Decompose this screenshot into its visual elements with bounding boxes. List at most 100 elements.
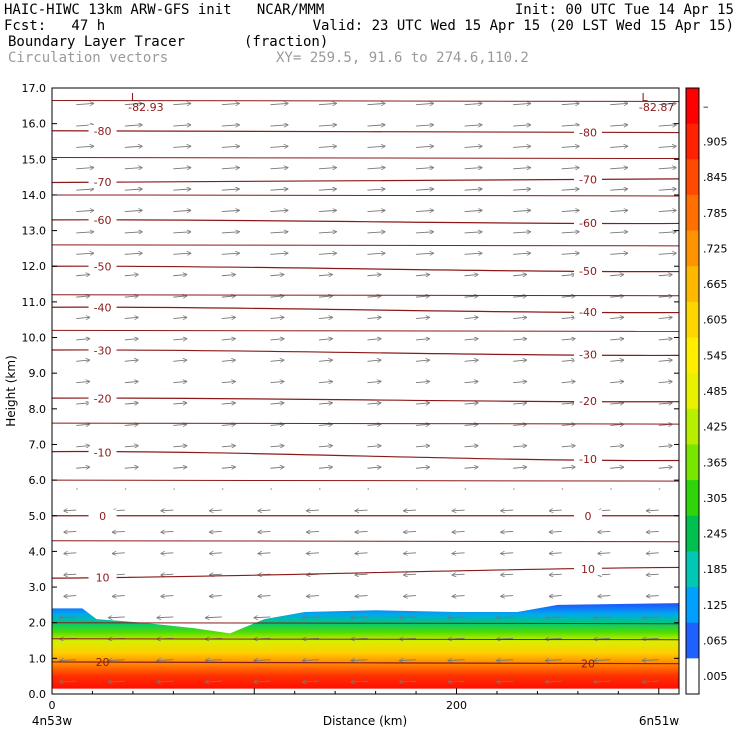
- wind-vector: [76, 381, 89, 382]
- isotherm-label: 20: [581, 657, 595, 670]
- colorbar-label: .005: [703, 670, 728, 683]
- isotherm-label-bg: [573, 509, 602, 522]
- contour-line: [51, 294, 680, 297]
- wind-vector: [352, 617, 368, 618]
- wind-vector: [318, 317, 332, 318]
- wind-vector: [109, 617, 125, 618]
- wind-vector: [352, 681, 368, 682]
- wind-vector: [318, 253, 336, 254]
- wind-vector: [221, 146, 239, 147]
- field-name: Boundary Layer Tracer (fraction): [8, 34, 329, 50]
- wind-vector: [318, 103, 336, 104]
- wind-vector: [161, 596, 174, 597]
- isotherm-label-bg: [88, 260, 117, 273]
- wind-vector: [76, 210, 93, 211]
- wind-vector: [561, 125, 579, 126]
- y-tick-label: 2.0: [29, 617, 47, 630]
- wind-vector: [464, 424, 478, 425]
- wind-vector: [561, 446, 575, 447]
- wind-vector: [356, 510, 368, 511]
- wind-vector: [124, 424, 138, 425]
- wind-vector: [173, 189, 190, 190]
- wind-vector: [113, 596, 125, 597]
- wind-vector: [210, 531, 222, 532]
- wind-vector: [76, 339, 89, 340]
- wind-vector: [464, 275, 478, 276]
- wind-vector: [60, 617, 77, 618]
- minimum-value: -82.93: [128, 101, 163, 114]
- isotherm-label: -40: [94, 302, 112, 315]
- wind-vector: [658, 446, 672, 447]
- isotherm-label-bg: [88, 344, 117, 357]
- wind-vector: [124, 103, 142, 104]
- wind-vector: [561, 339, 575, 340]
- isotherm-label: -50: [94, 261, 112, 274]
- wind-vector: [270, 381, 283, 382]
- wind-vector: [270, 296, 283, 297]
- wind-vector: [658, 360, 672, 361]
- wind-vector: [367, 210, 385, 211]
- wind-vector: [561, 296, 575, 297]
- wind-vector: [658, 146, 676, 147]
- isotherm-label-bg: [573, 348, 602, 361]
- wind-vector: [206, 617, 222, 618]
- wind-vector: [206, 681, 222, 682]
- wind-vector: [124, 168, 142, 169]
- wind-vector: [610, 103, 627, 104]
- wind-vector: [173, 168, 190, 169]
- wind-vector: [497, 660, 514, 661]
- wind-vector: [76, 446, 89, 447]
- isotherm-label-bg: [573, 264, 602, 277]
- y-tick-label: 11.0: [22, 296, 47, 309]
- wind-vector: [173, 146, 190, 147]
- wind-vector: [270, 189, 287, 190]
- plot-frame: [51, 87, 680, 695]
- wind-vector: [416, 168, 433, 169]
- wind-vector: [464, 189, 482, 190]
- wind-vector: [658, 317, 672, 318]
- wind-vector: [561, 403, 575, 404]
- cross-section-coords: XY= 259.5, 91.6 to 274.6,110.2: [276, 50, 529, 66]
- wind-vector: [497, 681, 514, 682]
- y-tick-label: 17.0: [22, 82, 47, 95]
- wind-vector: [352, 660, 368, 661]
- wind-vector: [258, 510, 271, 511]
- y-tick-label: 8.0: [29, 403, 47, 416]
- wind-vector: [610, 339, 623, 340]
- wind-vector: [157, 660, 174, 661]
- wind-vector: [416, 339, 429, 340]
- wind-vector: [161, 531, 174, 532]
- wind-vector: [124, 275, 138, 276]
- wind-vector: [513, 403, 526, 404]
- x-end-label: 6n51w: [639, 714, 680, 728]
- wind-vector: [404, 574, 417, 575]
- y-tick-label: 5.0: [29, 510, 47, 523]
- wind-vector: [124, 446, 138, 447]
- wind-vector: [610, 232, 627, 233]
- y-tick-label: 7.0: [29, 438, 47, 451]
- isotherm-label-bg: [573, 305, 602, 318]
- wind-vector: [76, 232, 93, 233]
- wind-vector: [610, 360, 623, 361]
- wind-vector: [124, 253, 142, 254]
- wind-vector: [318, 467, 332, 468]
- wind-vector: [416, 403, 429, 404]
- wind-vector: [647, 574, 659, 575]
- wind-vector: [60, 681, 77, 682]
- wind-vector: [303, 660, 320, 661]
- wind-vector: [464, 446, 478, 447]
- wind-vector: [464, 210, 482, 211]
- wind-vector: [124, 210, 142, 211]
- isotherm-label: -50: [579, 265, 597, 278]
- wind-vector: [561, 275, 575, 276]
- wind-vector: [124, 146, 142, 147]
- isotherm-label: -20: [94, 392, 112, 405]
- wind-vector: [124, 189, 142, 190]
- y-tick-label: 1.0: [29, 652, 47, 665]
- y-tick-label: 0.0: [29, 688, 47, 701]
- wind-vector: [561, 467, 575, 468]
- wind-vector: [161, 553, 174, 554]
- wind-vector: [513, 467, 526, 468]
- colorbar-label: –: [703, 100, 709, 113]
